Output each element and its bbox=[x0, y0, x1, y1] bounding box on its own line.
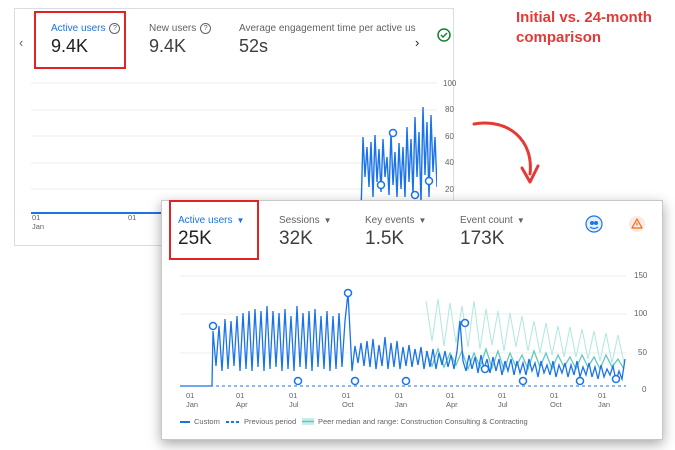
check-circle-icon[interactable] bbox=[435, 26, 453, 44]
dropdown-caret-icon[interactable]: ▼ bbox=[323, 216, 332, 225]
x-tick: 01 Jul bbox=[498, 391, 508, 409]
metric-value: 25K bbox=[178, 228, 212, 249]
x-tick: 01 Oct bbox=[342, 391, 354, 409]
metric-value: 9.4K bbox=[149, 36, 187, 56]
active-users-chart-comparison bbox=[180, 275, 626, 387]
highlight-box-initial bbox=[34, 11, 126, 69]
metric-new-users[interactable]: New users ? 9.4K bbox=[149, 23, 212, 57]
dropdown-caret-icon[interactable]: ▼ bbox=[236, 216, 245, 225]
y-tick: 60 bbox=[445, 132, 454, 141]
dashed-line-icon bbox=[226, 420, 240, 423]
legend-peer-range[interactable]: Peer median and range: Construction Cons… bbox=[302, 417, 528, 426]
metric-active-users[interactable]: Active users ▼ 25K bbox=[178, 215, 244, 250]
y-tick: 40 bbox=[445, 158, 454, 167]
metric-label: Sessions bbox=[279, 215, 320, 226]
comparison-report-card: Active users ▼ 25K Sessions ▼ 32K Key ev… bbox=[161, 200, 663, 440]
dropdown-caret-icon[interactable]: ▼ bbox=[516, 216, 525, 225]
help-icon[interactable]: ? bbox=[200, 23, 212, 34]
x-tick: 01 Oct bbox=[550, 391, 562, 409]
x-tick: 01 Jan bbox=[598, 391, 611, 409]
solid-line-icon bbox=[180, 420, 190, 423]
annotation-line-2: comparison bbox=[516, 29, 602, 46]
highlight-box-comparison bbox=[169, 200, 259, 260]
metric-avg-engagement[interactable]: Average engagement time per active us 52… bbox=[239, 23, 416, 57]
active-users-chart-initial bbox=[31, 82, 437, 214]
metric-label: Average engagement time per active us bbox=[239, 23, 416, 34]
y-tick: 0 bbox=[642, 385, 647, 394]
help-icon[interactable]: ? bbox=[109, 23, 121, 34]
chevron-left-icon[interactable]: ‹ bbox=[19, 35, 24, 50]
y-tick: 20 bbox=[445, 185, 454, 194]
x-tick: 01 Jan bbox=[32, 213, 45, 231]
x-tick: 01 Apr bbox=[236, 391, 248, 409]
metric-value: 9.4K bbox=[51, 36, 89, 56]
x-tick: 01 Jan bbox=[395, 391, 408, 409]
y-tick: 100 bbox=[443, 79, 457, 88]
dropdown-caret-icon[interactable]: ▼ bbox=[418, 216, 427, 225]
x-tick: 01 Jan bbox=[186, 391, 199, 409]
insights-icon[interactable] bbox=[585, 215, 603, 233]
y-tick: 150 bbox=[634, 271, 648, 280]
metric-event-count[interactable]: Event count ▼ 173K bbox=[460, 215, 525, 250]
metric-value: 52s bbox=[239, 36, 269, 56]
metric-label: Active users bbox=[51, 23, 106, 34]
metric-label: New users bbox=[149, 23, 197, 34]
warning-icon[interactable] bbox=[628, 215, 646, 233]
legend-custom[interactable]: Custom bbox=[180, 417, 220, 426]
metric-value: 32K bbox=[279, 228, 313, 249]
curved-arrow-icon bbox=[472, 121, 540, 184]
chevron-right-icon[interactable]: › bbox=[415, 35, 420, 50]
metric-sessions[interactable]: Sessions ▼ 32K bbox=[279, 215, 332, 250]
band-icon bbox=[302, 418, 314, 425]
annotation-line-1: Initial vs. 24-month bbox=[516, 9, 652, 26]
metric-value: 173K bbox=[460, 228, 505, 249]
metric-label: Key events bbox=[365, 215, 415, 226]
metric-label: Event count bbox=[460, 215, 513, 226]
x-tick: 01 Jul bbox=[289, 391, 299, 409]
metric-active-users[interactable]: Active users ? 9.4K bbox=[51, 23, 121, 57]
metric-value: 1.5K bbox=[365, 228, 405, 249]
comparison-annotation: Initial vs. 24-month comparison bbox=[516, 8, 675, 48]
metric-key-events[interactable]: Key events ▼ 1.5K bbox=[365, 215, 426, 250]
x-tick: 01 Apr bbox=[446, 391, 458, 409]
metric-label: Active users bbox=[178, 215, 233, 226]
legend-previous-period[interactable]: Previous period bbox=[226, 417, 296, 426]
y-tick: 100 bbox=[634, 309, 648, 318]
y-tick: 50 bbox=[638, 348, 647, 357]
x-tick: 01 bbox=[128, 213, 137, 222]
y-tick: 80 bbox=[445, 105, 454, 114]
